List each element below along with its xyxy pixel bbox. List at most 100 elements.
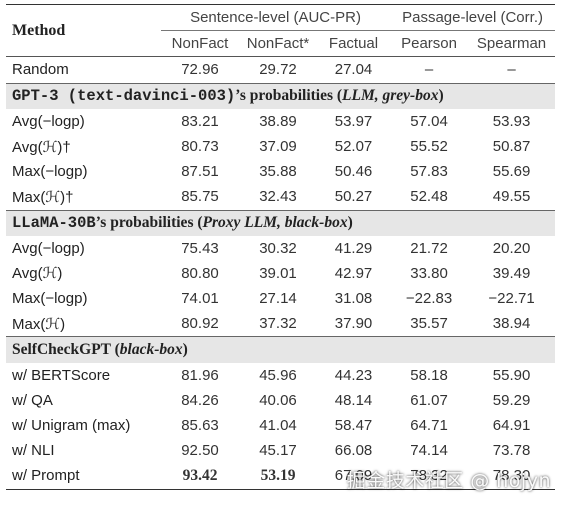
cell: 33.80	[410, 264, 448, 282]
cell: 53.97	[334, 112, 373, 130]
section-title-part: LLaMA-30B	[12, 214, 96, 233]
watermark: 掘金技术社区 @ hojyn	[346, 470, 551, 492]
cell: −22.71	[488, 290, 535, 308]
row-method: Avg(−logp)	[12, 112, 85, 130]
section-title: GPT-3 (text-davinci-003)’s probabilities…	[6, 82, 556, 109]
cell: 37.09	[259, 138, 297, 156]
table-row: Max(ℋ)† 85.75 32.43 50.27 52.48 49.55	[6, 184, 555, 210]
cell: 80.73	[181, 138, 219, 156]
cell: 44.23	[334, 366, 373, 384]
row-method: Max(−logp)	[12, 290, 88, 308]
cell: 38.94	[492, 315, 531, 333]
table-row: w/ BERTScore 81.96 45.96 44.23 58.18 55.90	[6, 363, 555, 388]
table-row: Max(ℋ) 80.92 37.32 37.90 35.57 38.94	[6, 311, 555, 337]
row-method: Max(−logp)	[12, 163, 88, 181]
cell: 93.42	[182, 466, 218, 484]
cell: 57.04	[410, 112, 448, 130]
section-title-part: GPT-3 (text-davinci-003)	[12, 87, 236, 106]
cell: 80.80	[181, 264, 219, 282]
cell: 67.09	[334, 467, 373, 485]
section-title: SelfCheckGPT (black-box)	[6, 336, 556, 363]
cell: 50.46	[334, 163, 373, 181]
method-header: Method	[12, 21, 66, 39]
sentence-level-header: Sentence-level (AUC-PR)	[161, 4, 391, 32]
cell: −22.83	[405, 290, 453, 308]
row-method: w/ BERTScore	[12, 366, 111, 384]
row-method: w/ Prompt	[12, 467, 80, 485]
cell: 45.96	[259, 366, 297, 384]
cell: 39.49	[492, 264, 531, 282]
cell: 53.19	[260, 466, 296, 484]
section-header-row: GPT-3 (text-davinci-003)’s probabilities…	[6, 82, 556, 109]
cell: 37.90	[334, 315, 373, 333]
cell: 35.57	[410, 315, 448, 333]
cell: 73.78	[492, 442, 531, 460]
table-row: Avg(ℋ)† 80.73 37.09 52.07 55.52 50.87	[6, 134, 555, 159]
cell: 81.96	[181, 366, 219, 384]
cell: 84.26	[181, 391, 219, 409]
cell: –	[507, 61, 516, 79]
cell: 64.91	[492, 417, 531, 435]
cell: 87.51	[181, 163, 219, 181]
table-row: Max(−logp) 74.01 27.14 31.08 −22.83 −22.71	[6, 286, 555, 311]
table-row: Avg(−logp) 83.21 38.89 53.97 57.04 53.93	[6, 109, 555, 134]
table-row: Avg(ℋ) 80.80 39.01 42.97 33.80 39.49	[6, 261, 555, 286]
cell: 32.43	[259, 188, 297, 206]
cell: 31.08	[334, 290, 373, 308]
cell: 72.96	[181, 61, 219, 79]
section-title-part: LLM, grey-box	[342, 87, 439, 105]
cell: 49.55	[492, 188, 531, 206]
cell: 52.48	[410, 188, 448, 206]
cell: 75.43	[181, 239, 219, 257]
section-header-row: LLaMA-30B’s probabilities (Proxy LLM, bl…	[6, 209, 556, 236]
cell: 45.17	[259, 442, 297, 460]
row-method: w/ NLI	[12, 442, 55, 460]
cell: 85.75	[181, 188, 219, 206]
section-title-part: ’s probabilities (	[235, 87, 343, 105]
cell: 58.18	[410, 366, 448, 384]
col-pearson: Pearson	[401, 35, 457, 53]
cell: 59.29	[492, 391, 531, 409]
cell: 57.83	[410, 163, 448, 181]
cell: 61.07	[410, 391, 448, 409]
cell: 66.08	[334, 442, 373, 460]
cell: 92.50	[181, 442, 219, 460]
section-header-row: SelfCheckGPT (black-box)	[6, 336, 556, 363]
cell: 41.04	[259, 417, 297, 435]
passage-level-header: Passage-level (Corr.)	[390, 4, 556, 32]
cell: 50.27	[334, 188, 373, 206]
row-method: Max(ℋ)	[12, 315, 66, 333]
cell: 64.71	[410, 417, 448, 435]
table-row: w/ Prompt 93.42 53.19 67.09 78.32 78.30	[6, 463, 556, 490]
cell: 85.63	[181, 417, 219, 435]
cell: 74.14	[410, 442, 448, 460]
col-nonfact-star: NonFact*	[246, 35, 310, 53]
cell: 80.92	[181, 315, 219, 333]
cell: 58.47	[334, 417, 373, 435]
results-table: Method Sentence-level (AUC-PR) Passage-l…	[6, 4, 556, 490]
table-row: w/ QA 84.26 40.06 48.14 61.07 59.29	[6, 388, 555, 413]
cell: 74.01	[181, 290, 219, 308]
row-method: w/ QA	[12, 391, 53, 409]
cell: 27.14	[259, 290, 297, 308]
cell: 21.72	[410, 239, 448, 257]
row-method: Avg(−logp)	[12, 239, 85, 257]
section-title: LLaMA-30B’s probabilities (Proxy LLM, bl…	[6, 209, 556, 236]
cell: 27.04	[334, 61, 373, 79]
cell: 50.87	[492, 138, 531, 156]
table-row: w/ Unigram (max) 85.63 41.04 58.47 64.71 64.9…	[6, 413, 555, 438]
section-title-part: ’s probabilities (	[95, 214, 203, 232]
cell: 52.07	[334, 138, 373, 156]
cell: 83.21	[181, 112, 219, 130]
cell: 35.88	[259, 163, 297, 181]
section-title-part: )	[438, 87, 444, 105]
cell: 48.14	[334, 391, 373, 409]
section-title-part: )	[347, 214, 353, 232]
section-title-part: SelfCheckGPT (	[12, 341, 120, 359]
cell: 42.97	[334, 264, 373, 282]
cell: 40.06	[259, 391, 297, 409]
cell: 78.30	[492, 467, 531, 485]
cell: 55.52	[410, 138, 448, 156]
cell: 55.69	[492, 163, 531, 181]
table-body: Random 72.96 29.72 27.04 – – GPT-3 (text…	[6, 56, 556, 490]
